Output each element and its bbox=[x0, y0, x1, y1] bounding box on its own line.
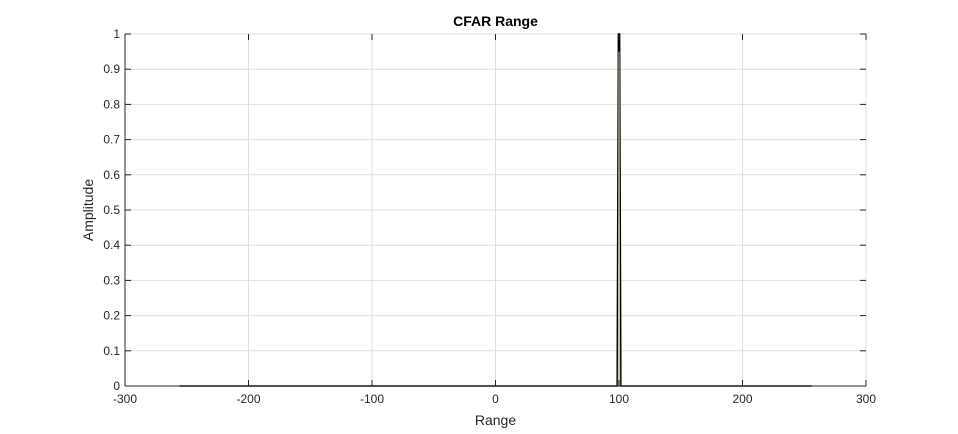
y-axis-label: Amplitude bbox=[80, 179, 96, 241]
y-tick-label: 0 bbox=[113, 379, 120, 393]
x-tick-label: -100 bbox=[360, 392, 384, 406]
tick-labels: -300 -200 -100 0 100 200 300 0 0.1 0.2 0.3 0.4 0.5 0.… bbox=[103, 27, 876, 406]
y-tick-label: 1 bbox=[113, 27, 120, 41]
series-line-2 bbox=[617, 51, 621, 387]
y-tick-label: 0.5 bbox=[103, 203, 120, 217]
y-tick-label: 0.4 bbox=[103, 238, 120, 252]
x-tick-label: -200 bbox=[236, 392, 260, 406]
y-tick-label: 0.6 bbox=[103, 168, 120, 182]
x-axis-label: Range bbox=[475, 412, 516, 428]
y-tick-label: 0.9 bbox=[103, 62, 120, 76]
chart-title: CFAR Range bbox=[453, 13, 538, 29]
plot-area: -300 -200 -100 0 100 200 300 0 0.1 0.2 0.3 0.4 0.5 0.… bbox=[103, 27, 876, 406]
axes-frame bbox=[124, 33, 867, 387]
x-tick-label: -300 bbox=[113, 392, 137, 406]
y-tick-label: 0.3 bbox=[103, 273, 120, 287]
y-tick-label: 0.7 bbox=[103, 133, 120, 147]
x-tick-label: 300 bbox=[856, 392, 876, 406]
x-tick-label: 100 bbox=[609, 392, 629, 406]
x-tick-label: 200 bbox=[732, 392, 752, 406]
y-tick-label: 0.2 bbox=[103, 309, 120, 323]
x-tick-label: 0 bbox=[492, 392, 499, 406]
y-tick-label: 0.1 bbox=[103, 344, 120, 358]
y-tick-label: 0.8 bbox=[103, 97, 120, 111]
